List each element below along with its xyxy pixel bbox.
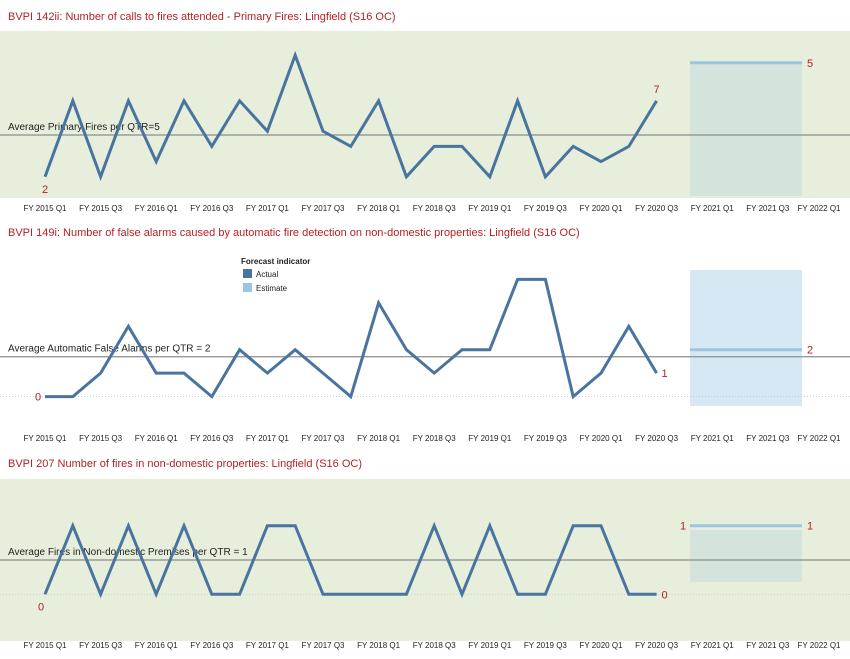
chart2-title: BVPI 149i: Number of false alarms caused… — [8, 227, 580, 239]
chart1-actual-line — [43, 50, 658, 182]
chart2-x-tick: FY 2016 Q3 — [190, 434, 234, 443]
chart3-x-tick: FY 2019 Q3 — [524, 641, 568, 650]
chart3-x-tick: FY 2018 Q3 — [413, 641, 457, 650]
chart1-first-label: 2 — [42, 184, 48, 196]
chart1-x-tick: FY 2022 Q1 — [798, 204, 842, 213]
chart2-average-label: Average Automatic False Alarms per QTR =… — [8, 344, 211, 355]
chart1-x-tick: FY 2015 Q3 — [79, 204, 123, 213]
chart3-x-tick: FY 2022 Q1 — [798, 641, 842, 650]
chart1-x-tick: FY 2019 Q3 — [524, 204, 568, 213]
chart2-x-tick: FY 2019 Q3 — [524, 434, 568, 443]
chart3-x-tick: FY 2015 Q1 — [24, 641, 68, 650]
legend-label-estimate: Estimate — [256, 284, 288, 293]
chart3-x-tick: FY 2021 Q1 — [691, 641, 735, 650]
chart2-x-tick: FY 2022 Q1 — [798, 434, 842, 443]
chart3-x-tick: FY 2019 Q1 — [468, 641, 512, 650]
chart3-estimate-label: 1 — [807, 521, 813, 533]
chart1-x-tick: FY 2017 Q1 — [246, 204, 290, 213]
legend-swatch-estimate — [243, 283, 252, 292]
chart1-x-tick: FY 2017 Q3 — [302, 204, 346, 213]
chart1-estimate-label: 5 — [807, 58, 813, 70]
chart1-x-tick: FY 2016 Q3 — [190, 204, 234, 213]
chart2-last-label: 1 — [662, 368, 668, 380]
chart3-forecast-band — [690, 530, 802, 582]
chart2-x-tick: FY 2020 Q3 — [635, 434, 679, 443]
chart3-average-label: Average Fires in Non-domestic Premises p… — [8, 547, 248, 558]
legend-swatch-actual — [243, 269, 252, 278]
chart2-first-label: 0 — [35, 392, 41, 404]
chart3-x-tick: FY 2016 Q3 — [190, 641, 234, 650]
chart1-x-tick: FY 2016 Q1 — [135, 204, 179, 213]
chart3-x-tick: FY 2016 Q1 — [135, 641, 179, 650]
chart2-x-tick: FY 2021 Q3 — [746, 434, 790, 443]
chart1-x-tick: FY 2021 Q3 — [746, 204, 790, 213]
chart3-estimate-label-left: 1 — [680, 521, 686, 533]
chart1-last-label: 7 — [654, 84, 660, 96]
chart2-x-tick: FY 2019 Q1 — [468, 434, 512, 443]
chart1-x-tick: FY 2020 Q1 — [580, 204, 624, 213]
chart2-actual-line — [45, 277, 658, 400]
chart3-x-tick: FY 2017 Q3 — [302, 641, 346, 650]
chart3-actual-line — [43, 521, 657, 599]
chart3-first-label: 0 — [38, 601, 44, 613]
chart2-x-tick: FY 2015 Q3 — [79, 434, 123, 443]
chart2-estimate-label: 2 — [807, 345, 813, 357]
chart3-x-tick: FY 2017 Q1 — [246, 641, 290, 650]
chart2-x-tick: FY 2021 Q1 — [691, 434, 735, 443]
chart3-title: BVPI 207 Number of fires in non-domestic… — [8, 458, 362, 470]
chart3-x-tick: FY 2020 Q3 — [635, 641, 679, 650]
chart3-x-tick: FY 2020 Q1 — [580, 641, 624, 650]
chart1-x-tick: FY 2020 Q3 — [635, 204, 679, 213]
chart1-x-tick: FY 2018 Q3 — [413, 204, 457, 213]
chart2-x-tick: FY 2018 Q3 — [413, 434, 457, 443]
chart2-x-tick: FY 2017 Q3 — [302, 434, 346, 443]
chart2-x-tick: FY 2015 Q1 — [24, 434, 68, 443]
chart1-x-tick: FY 2019 Q1 — [468, 204, 512, 213]
legend-label-actual: Actual — [256, 270, 278, 279]
chart2-x-tick: FY 2018 Q1 — [357, 434, 401, 443]
chart1-x-tick: FY 2021 Q1 — [691, 204, 735, 213]
chart3-x-tick: FY 2015 Q3 — [79, 641, 123, 650]
chart2-x-tick: FY 2016 Q1 — [135, 434, 179, 443]
chart1-x-tick: FY 2015 Q1 — [24, 204, 68, 213]
chart1-forecast-band — [690, 63, 802, 196]
chart2-forecast-band — [690, 270, 802, 406]
chart1-x-tick: FY 2018 Q1 — [357, 204, 401, 213]
chart2-x-tick: FY 2017 Q1 — [246, 434, 290, 443]
chart2-x-tick: FY 2020 Q1 — [580, 434, 624, 443]
chart3-last-label: 0 — [662, 589, 668, 601]
chart3-x-tick: FY 2021 Q3 — [746, 641, 790, 650]
chart3-x-tick: FY 2018 Q1 — [357, 641, 401, 650]
legend-title: Forecast indicator — [241, 257, 310, 266]
chart1-title: BVPI 142ii: Number of calls to fires att… — [8, 11, 396, 23]
